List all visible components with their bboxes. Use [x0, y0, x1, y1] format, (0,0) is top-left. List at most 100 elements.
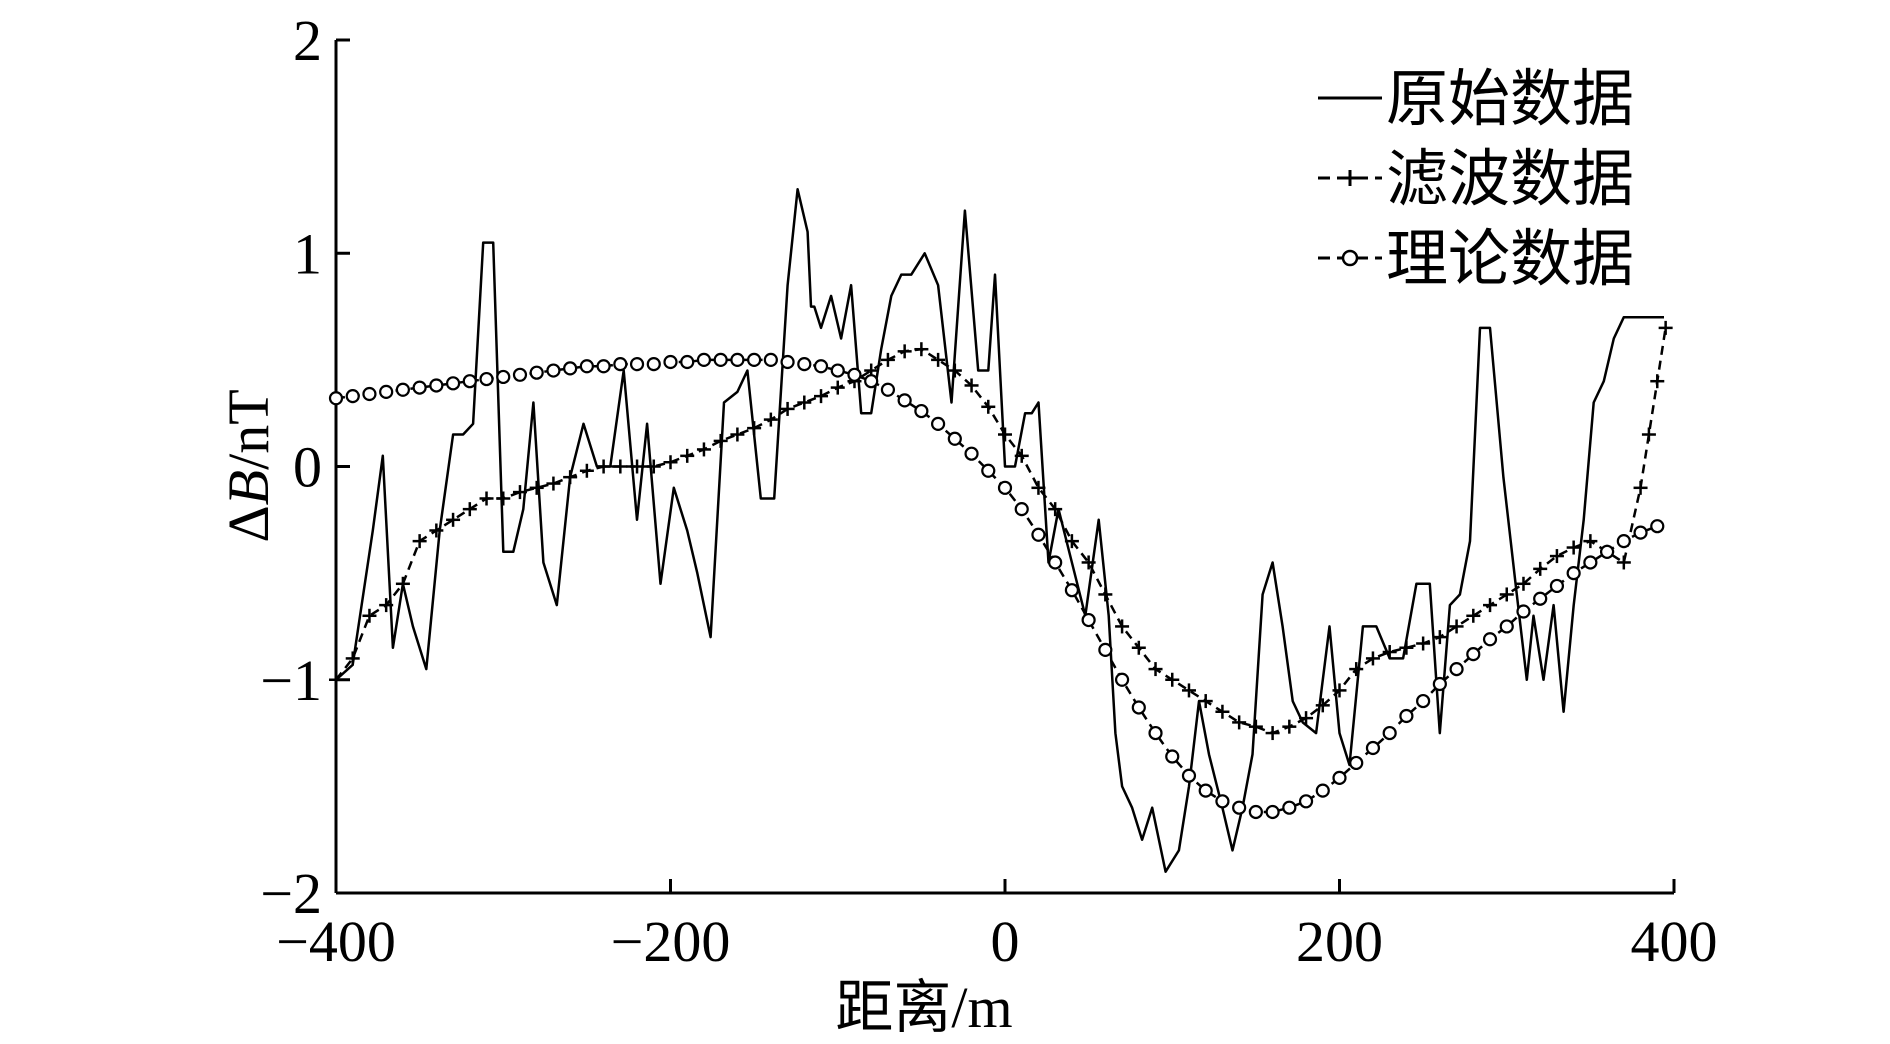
- data-point-theory: [1633, 525, 1648, 540]
- data-point-theory: [1248, 804, 1263, 820]
- data-point-filtered: [1416, 636, 1431, 651]
- data-point-theory: [1131, 700, 1146, 715]
- data-point-theory: [1315, 783, 1330, 798]
- data-point-theory: [981, 463, 996, 478]
- data-point-theory: [813, 359, 829, 374]
- data-point-filtered: [329, 672, 343, 687]
- data-point-filtered: [1349, 662, 1364, 677]
- data-point-theory: [512, 367, 528, 382]
- legend-item-raw: 原始数据: [1318, 66, 1634, 134]
- data-point-theory: [1599, 544, 1615, 559]
- x-tick-label: −200: [611, 909, 731, 974]
- data-point-theory: [496, 369, 511, 385]
- x-tick-label: 0: [991, 909, 1020, 974]
- legend-item-filtered: 滤波数据: [1318, 146, 1634, 214]
- data-point-filtered: [1399, 640, 1414, 655]
- data-point-theory: [680, 354, 695, 370]
- data-point-theory: [1583, 555, 1598, 570]
- data-point-filtered: [931, 352, 946, 367]
- data-point-theory: [1382, 725, 1397, 741]
- data-point-theory: [1449, 661, 1464, 677]
- data-point-filtered: [362, 608, 377, 623]
- data-point-theory: [395, 382, 410, 397]
- data-point-theory: [880, 382, 896, 397]
- series-layer: [328, 188, 1673, 873]
- data-point-theory: [412, 380, 427, 395]
- data-point-filtered: [1098, 587, 1113, 602]
- data-point-theory: [1416, 693, 1431, 709]
- data-point-filtered: [529, 480, 544, 495]
- x-tick-label: −400: [276, 909, 396, 974]
- data-point-theory: [596, 359, 611, 374]
- data-point-filtered: [1081, 555, 1096, 570]
- legend-marker-filtered: [1342, 170, 1358, 186]
- data-point-theory: [328, 391, 344, 406]
- data-point-filtered: [1031, 480, 1046, 495]
- data-point-filtered: [780, 401, 795, 416]
- data-point-theory: [1349, 755, 1364, 771]
- data-point-filtered: [1466, 608, 1481, 623]
- data-point-filtered: [613, 459, 628, 474]
- data-point-theory: [780, 354, 795, 370]
- data-point-filtered: [462, 502, 477, 517]
- data-point-theory: [663, 354, 678, 370]
- x-tick-label: 200: [1296, 909, 1383, 974]
- data-point-filtered: [1449, 619, 1464, 634]
- data-point-theory: [1048, 555, 1063, 570]
- data-point-theory: [546, 363, 561, 378]
- data-point-theory: [830, 363, 845, 378]
- data-point-filtered: [496, 491, 511, 506]
- legend: 原始数据 滤波数据 理论数据: [1318, 66, 1634, 294]
- data-point-theory: [379, 384, 394, 399]
- data-point-filtered: [981, 399, 996, 414]
- data-point-filtered: [646, 459, 661, 474]
- data-point-filtered: [1232, 715, 1247, 730]
- data-point-filtered: [1432, 630, 1447, 645]
- data-point-theory: [1650, 519, 1665, 534]
- data-point-filtered: [1633, 480, 1648, 495]
- data-point-filtered: [479, 491, 494, 506]
- data-point-theory: [1616, 534, 1631, 549]
- data-point-filtered: [1549, 549, 1564, 564]
- data-point-filtered: [763, 412, 778, 427]
- data-point-filtered: [1299, 711, 1314, 726]
- data-point-theory: [1031, 527, 1046, 542]
- data-point-filtered: [563, 470, 578, 485]
- data-point-theory: [864, 374, 879, 389]
- data-point-theory: [730, 352, 745, 367]
- data-point-theory: [1265, 804, 1280, 820]
- data-point-filtered: [680, 448, 695, 463]
- data-point-theory: [1499, 619, 1514, 634]
- data-point-theory: [529, 365, 544, 380]
- data-point-filtered: [947, 363, 962, 378]
- data-point-filtered: [546, 476, 561, 491]
- data-point-theory: [345, 389, 360, 404]
- data-point-theory: [747, 352, 762, 367]
- data-point-filtered: [730, 427, 745, 442]
- data-point-theory: [1215, 794, 1230, 809]
- data-point-filtered: [998, 427, 1012, 442]
- data-point-filtered: [964, 378, 979, 393]
- data-point-theory: [362, 386, 377, 402]
- data-point-filtered: [429, 523, 444, 538]
- data-point-filtered: [1165, 672, 1180, 687]
- series-theory: [328, 352, 1665, 820]
- data-point-theory: [1432, 676, 1447, 692]
- data-point-theory: [1282, 800, 1297, 815]
- data-point-filtered: [1658, 320, 1673, 335]
- data-point-filtered: [1641, 427, 1656, 442]
- data-point-theory: [429, 378, 444, 393]
- data-point-filtered: [1265, 726, 1280, 741]
- data-point-filtered: [1315, 698, 1330, 713]
- data-point-filtered: [412, 534, 427, 549]
- data-point-theory: [1014, 502, 1029, 517]
- data-point-filtered: [747, 421, 762, 436]
- data-point-filtered: [713, 433, 728, 448]
- data-point-theory: [479, 371, 494, 387]
- data-point-theory: [1081, 612, 1096, 628]
- data-point-filtered: [1332, 683, 1347, 698]
- data-point-filtered: [797, 395, 812, 410]
- data-point-filtered: [1566, 540, 1581, 555]
- data-point-theory: [1148, 725, 1163, 741]
